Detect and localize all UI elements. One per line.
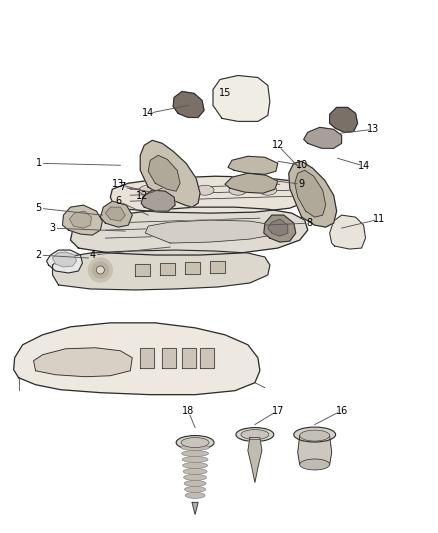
- Polygon shape: [140, 348, 154, 368]
- Text: 13: 13: [112, 179, 124, 189]
- Text: 4: 4: [89, 250, 95, 260]
- Text: 5: 5: [35, 203, 42, 213]
- Text: 3: 3: [49, 223, 56, 233]
- Polygon shape: [213, 76, 270, 122]
- Polygon shape: [34, 348, 132, 377]
- Text: 10: 10: [296, 160, 308, 170]
- Polygon shape: [53, 252, 77, 267]
- Polygon shape: [71, 207, 308, 255]
- Polygon shape: [268, 219, 288, 236]
- Polygon shape: [228, 156, 278, 174]
- Text: 9: 9: [299, 179, 305, 189]
- Polygon shape: [173, 92, 204, 117]
- Ellipse shape: [196, 185, 214, 195]
- Ellipse shape: [184, 487, 205, 492]
- Polygon shape: [210, 261, 225, 273]
- Ellipse shape: [184, 480, 206, 487]
- Polygon shape: [148, 155, 180, 191]
- Polygon shape: [182, 348, 196, 368]
- Ellipse shape: [259, 185, 277, 195]
- Polygon shape: [53, 250, 270, 290]
- Polygon shape: [248, 438, 262, 482]
- Polygon shape: [106, 207, 125, 221]
- Text: 14: 14: [358, 161, 371, 171]
- Polygon shape: [140, 140, 200, 207]
- Ellipse shape: [294, 427, 336, 442]
- Circle shape: [92, 262, 108, 278]
- Ellipse shape: [139, 185, 157, 195]
- Text: 8: 8: [307, 218, 313, 228]
- Polygon shape: [141, 190, 175, 211]
- Text: 12: 12: [272, 140, 284, 150]
- Ellipse shape: [183, 469, 207, 474]
- Text: 6: 6: [115, 196, 121, 206]
- Polygon shape: [264, 215, 296, 242]
- Text: 12: 12: [136, 191, 148, 201]
- Polygon shape: [200, 348, 214, 368]
- Polygon shape: [63, 205, 102, 235]
- Polygon shape: [14, 323, 260, 394]
- Text: 11: 11: [373, 214, 385, 224]
- Text: 13: 13: [367, 124, 380, 134]
- Ellipse shape: [182, 450, 208, 456]
- Text: 1: 1: [35, 158, 42, 168]
- Polygon shape: [160, 263, 175, 275]
- Ellipse shape: [166, 185, 184, 195]
- Polygon shape: [162, 348, 176, 368]
- Ellipse shape: [229, 185, 247, 195]
- Polygon shape: [330, 215, 366, 249]
- Polygon shape: [304, 127, 342, 148]
- Ellipse shape: [176, 435, 214, 449]
- Polygon shape: [185, 262, 200, 274]
- Polygon shape: [145, 220, 280, 243]
- Polygon shape: [192, 503, 198, 514]
- Polygon shape: [289, 161, 337, 227]
- Circle shape: [96, 266, 104, 274]
- Ellipse shape: [184, 474, 207, 480]
- Text: 2: 2: [35, 250, 42, 260]
- Ellipse shape: [300, 430, 330, 441]
- Ellipse shape: [300, 459, 330, 470]
- Ellipse shape: [183, 463, 208, 469]
- Polygon shape: [100, 201, 132, 227]
- Text: 15: 15: [219, 88, 231, 99]
- Polygon shape: [110, 176, 310, 213]
- Polygon shape: [295, 170, 326, 217]
- Text: 18: 18: [182, 406, 194, 416]
- Circle shape: [88, 258, 112, 282]
- Text: 16: 16: [336, 406, 348, 416]
- Ellipse shape: [241, 430, 269, 440]
- Polygon shape: [225, 173, 278, 193]
- Polygon shape: [330, 108, 357, 132]
- Polygon shape: [46, 250, 82, 273]
- Ellipse shape: [182, 456, 208, 463]
- Polygon shape: [298, 435, 332, 470]
- Ellipse shape: [185, 492, 205, 498]
- Polygon shape: [135, 264, 150, 276]
- Ellipse shape: [181, 445, 209, 450]
- Text: 14: 14: [142, 108, 154, 118]
- Polygon shape: [70, 211, 92, 228]
- Ellipse shape: [236, 427, 274, 441]
- Text: 17: 17: [272, 406, 284, 416]
- Ellipse shape: [181, 438, 209, 448]
- Text: 7: 7: [119, 182, 125, 192]
